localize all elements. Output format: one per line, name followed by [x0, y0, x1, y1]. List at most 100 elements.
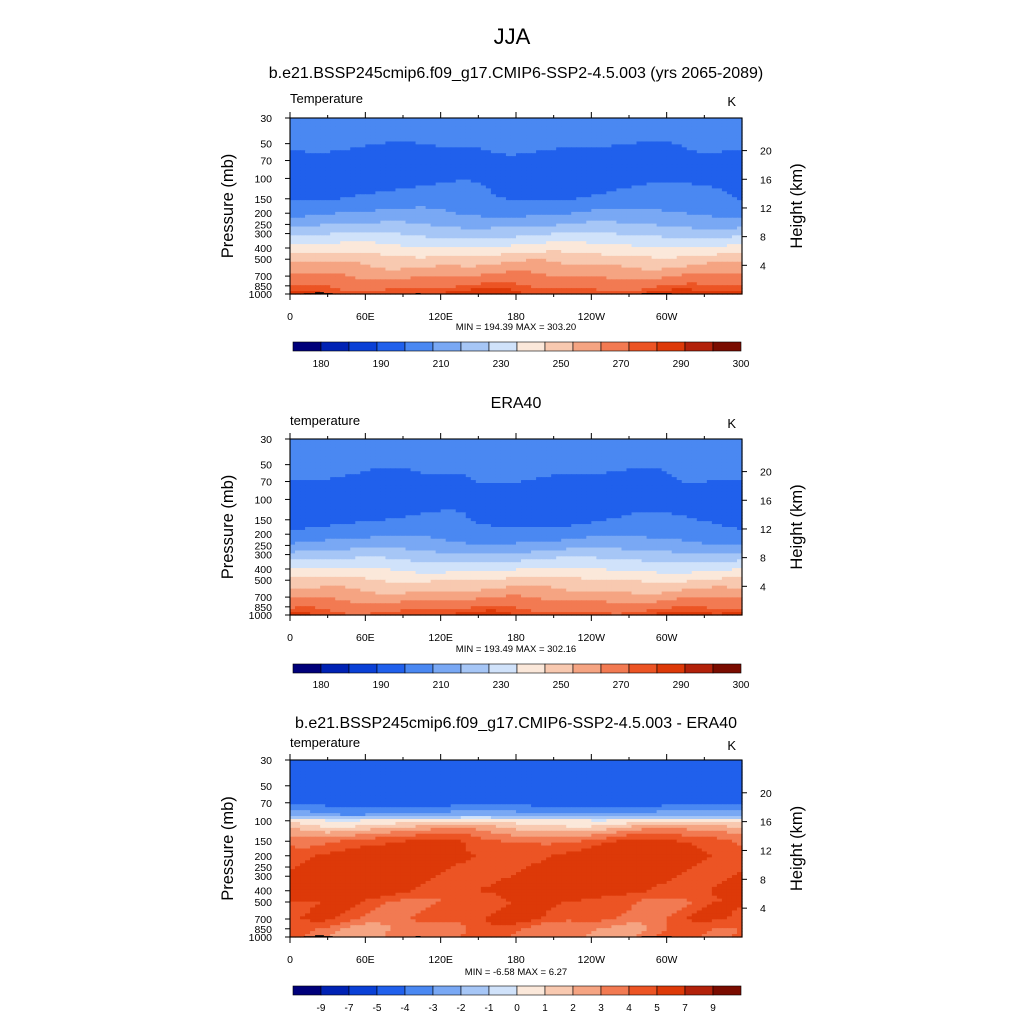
field-cell [636, 235, 643, 239]
field-cell [666, 217, 673, 222]
field-cell [561, 232, 567, 236]
field-cell [581, 194, 587, 198]
field-cell [350, 159, 356, 163]
field-cell [460, 238, 467, 242]
field-cell [455, 211, 462, 216]
field-cell [641, 141, 648, 145]
field-cell [330, 276, 336, 280]
field-cell [721, 220, 728, 225]
field-cell [666, 247, 673, 251]
field-cell [731, 247, 738, 251]
field-cell [726, 153, 733, 157]
field-cell [480, 173, 487, 178]
field-cell [340, 167, 346, 172]
field-cell [721, 179, 728, 184]
field-cell [521, 126, 527, 131]
field-cell [505, 120, 512, 125]
field-cell [596, 255, 602, 260]
field-cell [425, 214, 432, 219]
field-cell [591, 226, 597, 231]
field-cell [335, 244, 341, 248]
field-cell [450, 173, 457, 178]
field-cell [440, 229, 447, 233]
field-cell [716, 250, 723, 254]
field-cell [531, 185, 537, 189]
field-cell [546, 141, 552, 145]
field-cell [631, 235, 638, 239]
field-cell [531, 264, 537, 269]
field-cell [495, 120, 502, 125]
field-cell [531, 123, 537, 128]
field-cell [621, 167, 628, 172]
field-cell [420, 129, 427, 134]
field-cell [370, 217, 376, 222]
field-cell [470, 232, 477, 236]
field-cell [325, 135, 331, 140]
field-cell [541, 214, 547, 219]
field-cell [576, 223, 582, 228]
field-cell [495, 162, 502, 166]
field-cell [676, 191, 683, 195]
field-cell [320, 206, 326, 210]
field-cell [460, 255, 467, 260]
field-cell [405, 220, 412, 225]
field-cell [636, 211, 643, 216]
field-cell [591, 235, 597, 239]
field-cell [531, 135, 537, 140]
field-cell [335, 173, 341, 178]
field-cell [616, 211, 623, 216]
field-cell [676, 126, 683, 131]
field-cell [305, 159, 311, 163]
field-cell [350, 200, 356, 204]
field-cell [320, 276, 326, 280]
field-cell [531, 197, 537, 201]
field-cell [526, 179, 532, 184]
field-cell [490, 194, 497, 198]
field-cell [681, 203, 688, 207]
field-cell [365, 206, 371, 210]
field-cell [345, 200, 351, 204]
field-cell [510, 129, 517, 134]
field-cell [485, 200, 492, 204]
field-cell [526, 264, 532, 269]
field-cell [465, 123, 472, 128]
field-cell [450, 141, 457, 145]
field-cell [470, 238, 477, 242]
field-cell [360, 129, 366, 134]
field-cell [706, 170, 713, 175]
field-cell [435, 247, 442, 251]
field-cell [686, 138, 693, 143]
field-cell [450, 208, 457, 213]
field-cell [721, 200, 728, 204]
field-cell [485, 141, 492, 145]
field-cell [385, 191, 392, 195]
field-cell [736, 264, 743, 269]
field-cell [325, 258, 331, 263]
field-cell [736, 232, 743, 236]
field-cell [721, 235, 728, 239]
field-cell [445, 211, 452, 216]
field-cell [460, 206, 467, 210]
field-cell [325, 229, 331, 233]
field-cell [375, 255, 381, 260]
field-cell [360, 162, 366, 166]
field-cell [385, 226, 392, 231]
field-cell [375, 235, 381, 239]
field-cell [671, 167, 678, 172]
field-cell [315, 255, 321, 260]
field-cell [370, 270, 376, 275]
field-cell [375, 238, 381, 242]
field-cell [290, 182, 296, 187]
field-cell [395, 182, 402, 187]
field-cell [536, 261, 542, 266]
field-cell [445, 200, 452, 204]
field-cell [310, 194, 316, 198]
field-cell [470, 135, 477, 140]
field-cell [721, 250, 728, 254]
field-cell [701, 123, 708, 128]
field-cell [435, 144, 442, 148]
field-cell [716, 247, 723, 251]
field-cell [621, 153, 628, 157]
field-cell [320, 194, 326, 198]
field-cell [536, 267, 542, 272]
